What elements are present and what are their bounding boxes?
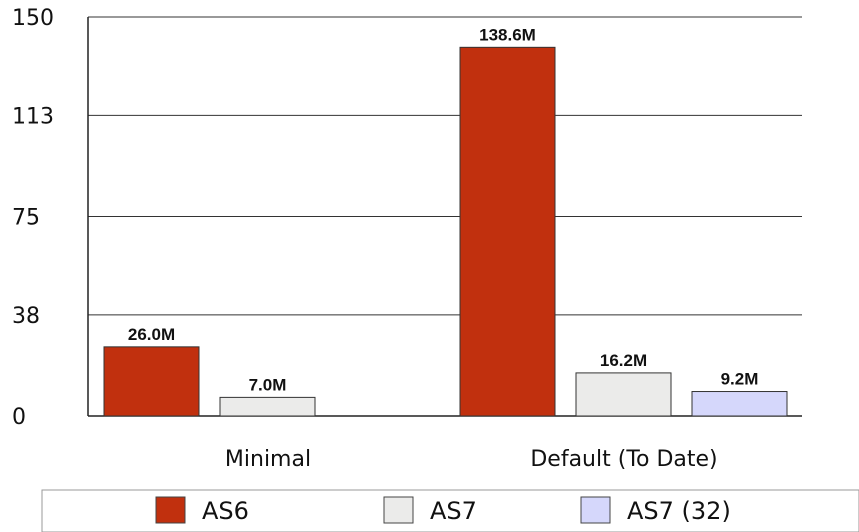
bar-as6-1 (459, 46, 556, 417)
y-tick-label: 38 (12, 304, 40, 329)
gridlines (88, 16, 802, 417)
legend: AS6 AS7 AS7 (32) (41, 489, 859, 532)
legend-swatch (580, 496, 611, 524)
x-category-label: Minimal (225, 447, 311, 472)
legend-swatch (155, 496, 186, 524)
y-tick-label: 113 (12, 104, 54, 129)
data-label: 9.2M (721, 370, 759, 389)
legend-label: AS7 (430, 497, 477, 525)
y-axis-ticks: 0 38 75 113 150 (12, 6, 54, 430)
bar-as7-0 (219, 396, 316, 417)
bar-as6-0 (103, 346, 200, 417)
bars (103, 46, 788, 417)
data-label: 26.0M (128, 325, 175, 344)
y-tick-label: 75 (12, 206, 40, 231)
bar-as7-1 (575, 372, 672, 417)
legend-label: AS6 (202, 497, 249, 525)
data-labels: 26.0M 138.6M 7.0M 16.2M 9.2M (126, 24, 760, 396)
data-label: 7.0M (249, 375, 287, 394)
data-label: 138.6M (479, 25, 536, 44)
data-label: 16.2M (600, 351, 647, 370)
legend-label: AS7 (32) (627, 497, 731, 525)
x-category-label: Default (To Date) (530, 447, 717, 472)
y-tick-label: 0 (12, 405, 26, 430)
x-axis-categories: Minimal Default (To Date) (225, 447, 718, 472)
bar-as7-32--1 (691, 391, 788, 417)
legend-swatch (383, 496, 414, 524)
y-tick-label: 150 (12, 6, 54, 31)
